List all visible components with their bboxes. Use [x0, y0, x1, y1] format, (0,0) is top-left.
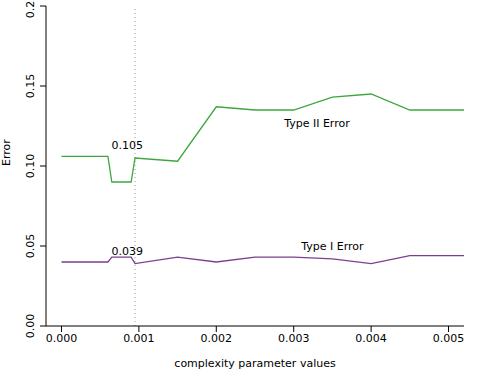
svg-text:0.039: 0.039: [112, 245, 144, 258]
svg-text:0.003: 0.003: [278, 332, 310, 345]
svg-text:0.001: 0.001: [123, 332, 155, 345]
svg-text:complexity parameter values: complexity parameter values: [174, 357, 336, 370]
svg-text:0.05: 0.05: [24, 234, 37, 259]
svg-text:0.20: 0.20: [24, 0, 37, 18]
svg-text:0.10: 0.10: [24, 154, 37, 179]
svg-text:0.000: 0.000: [46, 332, 78, 345]
svg-text:0.005: 0.005: [433, 332, 465, 345]
svg-text:0.105: 0.105: [112, 139, 144, 152]
svg-text:0.15: 0.15: [24, 74, 37, 99]
svg-text:0.002: 0.002: [201, 332, 233, 345]
svg-text:0.00: 0.00: [24, 314, 37, 339]
svg-text:Type II Error: Type II Error: [283, 117, 350, 130]
svg-text:Type I Error: Type I Error: [300, 240, 364, 253]
svg-text:0.004: 0.004: [355, 332, 387, 345]
svg-text:Error: Error: [8, 139, 13, 166]
